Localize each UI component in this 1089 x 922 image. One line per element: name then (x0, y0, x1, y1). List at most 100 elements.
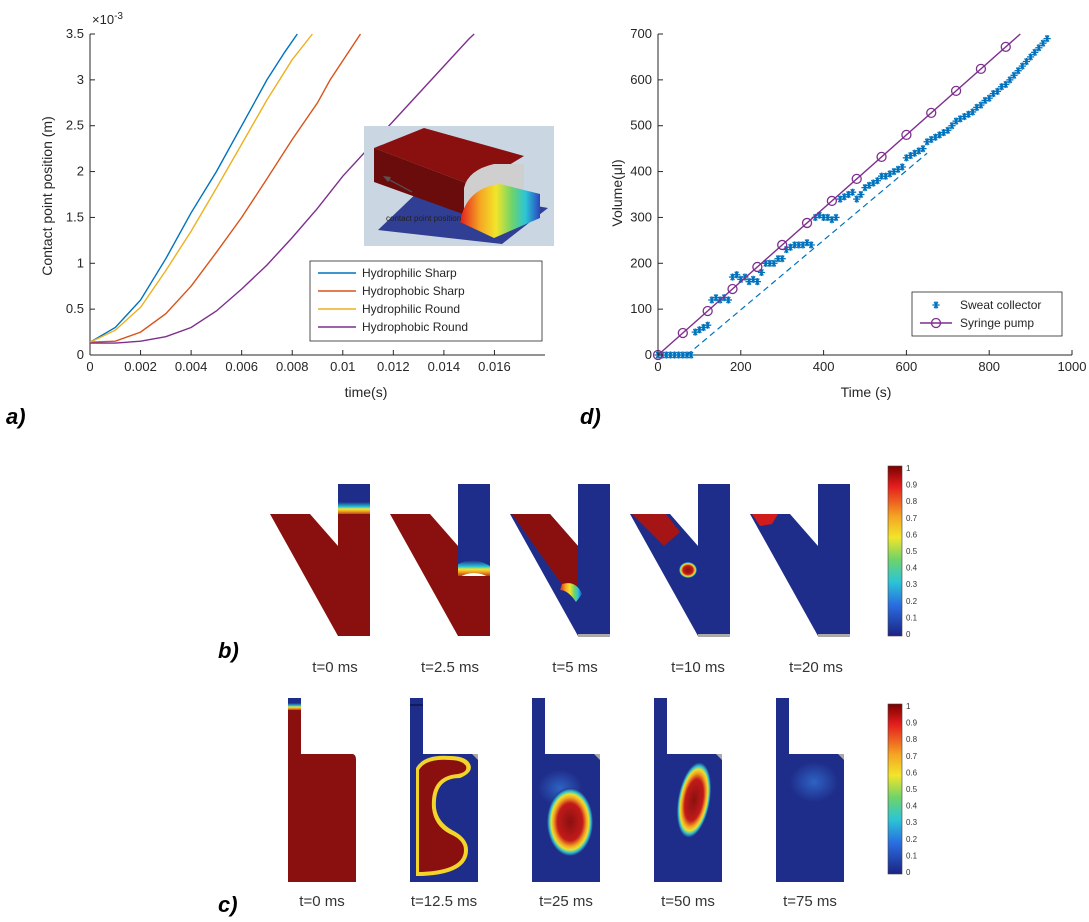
c1-inlet-front (288, 703, 301, 711)
b-frame-2 (390, 484, 490, 636)
series-line-1 (89, 33, 362, 343)
legend-entry: Hydrophilic Sharp (362, 266, 457, 280)
colorbar-tick-label: 0.7 (906, 752, 918, 761)
inset-rainbow-front (460, 184, 540, 238)
colorbar-tick-label: 0.3 (906, 580, 918, 589)
syringe-point (727, 283, 738, 295)
b1-branch (270, 514, 338, 636)
x-tick-label: 400 (813, 359, 835, 374)
x-tick-label: 0.016 (478, 359, 511, 374)
colorbar-tick-label: 0.6 (906, 530, 918, 539)
time-label: t=0 ms (312, 659, 357, 676)
x-tick-label: 600 (896, 359, 918, 374)
c-colorbar (887, 703, 903, 875)
sweat-point (919, 145, 927, 153)
chart-d-ylabel: Volume(μl) (609, 159, 625, 226)
sweat-point (770, 259, 778, 267)
y-tick-label: 700 (630, 26, 652, 41)
sweat-point (848, 188, 857, 196)
b-colorbar-ticks: 1 0.9 0.8 0.7 0.6 0.5 0.4 0.3 0.2 0.1 0 (906, 464, 918, 639)
colorbar-tick-label: 1 (906, 464, 911, 473)
b5-branch-fluid (752, 514, 778, 526)
exponent-base: ×10 (92, 12, 114, 27)
colorbar-tick-label: 0.1 (906, 613, 918, 622)
c-frame-5 (776, 698, 844, 882)
sweat-point (898, 163, 906, 171)
time-label: t=75 ms (783, 893, 837, 910)
y-tick-label: 500 (630, 118, 652, 133)
sweat-point (704, 321, 712, 329)
sweat-point (666, 351, 675, 359)
b2-front (458, 560, 490, 578)
chart-d-axes (657, 34, 1072, 356)
c-frame-4 (654, 698, 722, 882)
sweat-point (969, 108, 977, 116)
colorbar-tick-label: 0.3 (906, 818, 918, 827)
legend-entry: Hydrophobic Round (362, 320, 468, 334)
sweat-point (1002, 80, 1010, 89)
legend-marker-syringe (930, 317, 942, 329)
c-frame-2 (410, 698, 478, 882)
b-colorbar (887, 465, 903, 637)
c-colorbar-ticks: 1 0.9 0.8 0.7 0.6 0.5 0.4 0.3 0.2 0.1 0 (906, 702, 918, 877)
panel-label-d: d) (580, 404, 601, 429)
y-tick-label: 2 (77, 164, 84, 179)
colorbar-tick-label: 0.4 (906, 564, 918, 573)
x-tick-label: 0 (86, 359, 93, 374)
time-label: t=5 ms (552, 659, 597, 676)
sweat-point (977, 101, 985, 109)
colorbar-tick-label: 0 (906, 630, 911, 639)
legend-entry: Hydrophobic Sharp (362, 284, 465, 298)
syringe-point (677, 327, 688, 339)
panel-label-b: b) (218, 638, 239, 663)
b4-droplet (679, 562, 697, 578)
b2-stem (458, 576, 490, 636)
sweat-point (687, 351, 695, 359)
inset-fluid-side (374, 148, 474, 218)
legend-marker-sweat (932, 301, 940, 309)
b4-outlet (698, 634, 730, 637)
c5-residue (790, 762, 838, 802)
b-frame-4 (630, 484, 730, 637)
colorbar-tick-label: 0.5 (906, 547, 918, 556)
c-frame-3 (532, 698, 600, 882)
sweat-point (853, 195, 861, 203)
b4-stem (698, 484, 730, 636)
y-tick-label: 2.5 (66, 118, 84, 133)
simulation-b: 1 0.9 0.8 0.7 0.6 0.5 0.4 0.3 0.2 0.1 0 t=0 ms t=2.… (270, 464, 918, 676)
inset-arrowhead (383, 176, 391, 182)
time-label: t=12.5 ms (411, 893, 477, 910)
b1-front (338, 502, 370, 516)
chart-a-axes (89, 34, 545, 356)
time-label: t=10 ms (671, 659, 725, 676)
time-label: t=50 ms (661, 893, 715, 910)
x-tick-label: 200 (730, 359, 752, 374)
colorbar-tick-label: 0.6 (906, 768, 918, 777)
y-tick-label: 100 (630, 301, 652, 316)
panel-label-c: c) (218, 892, 238, 917)
chart-d-series (652, 33, 1051, 361)
b-frame-1 (270, 484, 370, 636)
sweat-point (724, 296, 732, 304)
sweat-point (857, 190, 865, 199)
c4-blob (676, 762, 712, 838)
syringe-point (876, 151, 887, 163)
b1-top (338, 484, 370, 506)
sweat-point (832, 213, 840, 222)
chart-a-legend: Hydrophilic Sharp Hydrophobic Sharp Hydrop… (309, 260, 543, 342)
chart-a-exponent: ×10-3 (92, 11, 123, 27)
chart-d-xlabel: Time (s) (841, 384, 892, 400)
c3-blob (547, 788, 593, 856)
sweat-point (753, 278, 761, 286)
syringe-point (926, 107, 937, 119)
x-tick-label: 0.008 (276, 359, 309, 374)
colorbar-tick-label: 0.9 (906, 481, 918, 490)
sweat-point (1035, 44, 1043, 52)
sweat-point (840, 193, 848, 201)
exponent-power: -3 (114, 11, 123, 22)
colorbar-tick-label: 0.1 (906, 851, 918, 860)
x-tick-label: 800 (978, 359, 1000, 374)
panel-label-a: a) (6, 404, 26, 429)
y-tick-label: 200 (630, 255, 652, 270)
colorbar-tick-label: 0.9 (906, 719, 918, 728)
